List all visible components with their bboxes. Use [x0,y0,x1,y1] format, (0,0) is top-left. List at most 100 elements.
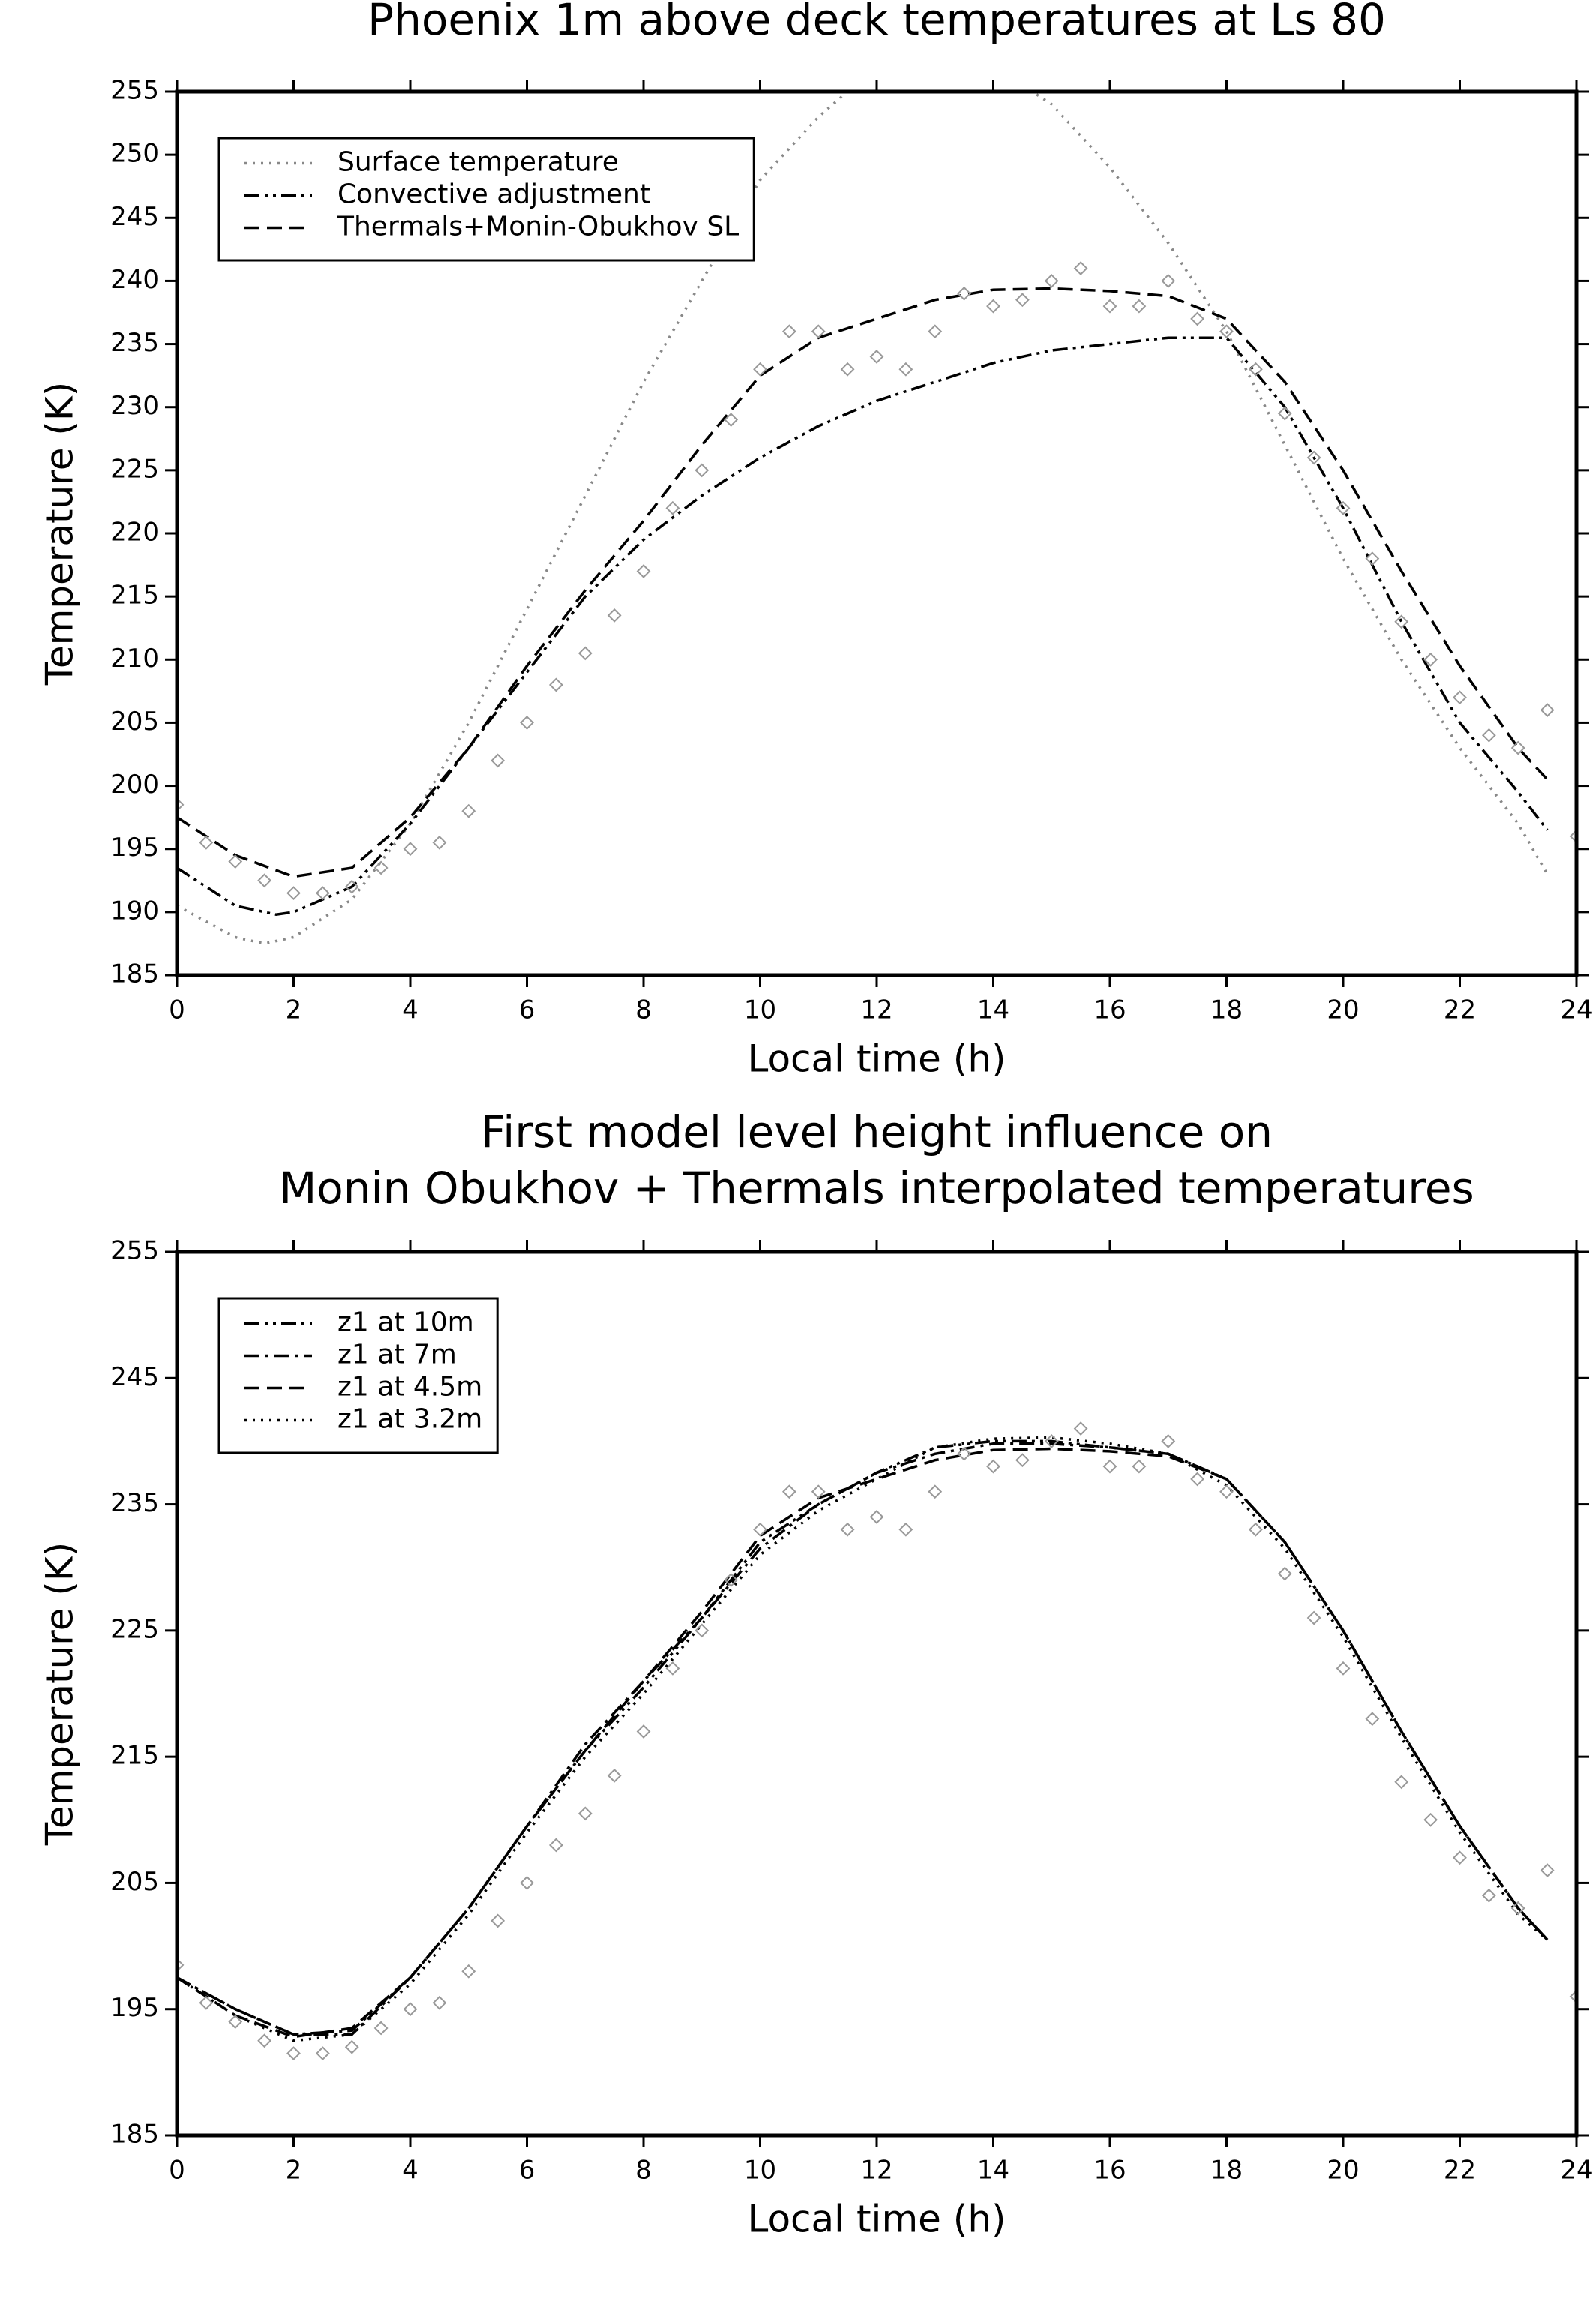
x-tick-label: 8 [635,2156,652,2186]
legend-label: z1 at 4.5m [338,1372,482,1403]
observation-point [1132,299,1147,314]
series-line [177,1447,1549,2039]
observation-point [1220,1484,1234,1499]
y-tick-label: 255 [110,1236,159,1266]
observation-point [1161,274,1176,288]
x-axis-label: Local time (h) [747,2198,1006,2241]
observation-point [694,1623,710,1638]
y-tick-label: 200 [110,770,159,800]
observation-point [490,753,506,768]
observation-point [869,349,884,364]
observation-point [665,1661,680,1676]
observation-point [1277,1566,1292,1581]
series-line [177,1436,1549,2042]
observation-point [1510,1901,1526,1916]
observation-point [1481,1888,1496,1903]
observation-point [199,835,214,850]
observation-point [1569,829,1576,844]
x-tick-label: 4 [402,995,418,1025]
y-tick-label: 225 [110,454,159,484]
observation-point [520,1876,534,1890]
observation-point [1190,1472,1205,1487]
x-tick-label: 2 [286,995,302,1025]
observation-point [1424,652,1438,667]
y-tick-label: 195 [110,1993,159,2023]
axes-frame [175,89,1579,977]
observation-point [694,463,710,478]
observation-point [1102,299,1118,314]
observation-point [1044,274,1059,288]
observation-point [957,1446,972,1461]
observation-point [1481,728,1496,743]
y-tick-label: 240 [110,265,159,295]
series-line [177,287,1549,878]
x-tick-label: 14 [977,2156,1010,2186]
x-tick-label: 22 [1444,995,1476,1025]
x-tick-label: 6 [519,995,536,1025]
y-axis-label: Temperature (K) [38,1542,82,1846]
observation-point [724,1573,739,1587]
observation-point [1306,1610,1322,1625]
observation-point [753,362,767,377]
x-tick-label: 18 [1210,995,1243,1025]
axes-frame [175,1250,1579,2138]
observation-point [1510,740,1526,755]
observation-point [1161,1434,1176,1448]
observation-point [520,716,534,730]
chart-title: First model level height influence on [481,1106,1273,1157]
observation-point [286,2046,301,2061]
observation-point [1073,1421,1088,1436]
observation-point [257,873,272,888]
observation-point [665,500,680,515]
observation-point [1365,551,1380,566]
x-tick-label: 16 [1094,995,1126,1025]
observation-point [177,797,184,812]
x-tick-label: 24 [1560,995,1592,1025]
x-tick-label: 6 [519,2156,536,2186]
x-tick-label: 10 [744,995,776,1025]
x-tick-label: 12 [860,995,892,1025]
y-tick-label: 225 [110,1614,159,1644]
observation-point [374,2021,388,2036]
x-tick-label: 18 [1210,2156,1243,2186]
observation-point [257,2033,272,2048]
legend-label: z1 at 3.2m [338,1404,482,1435]
legend-label: Convective adjustment [338,179,650,210]
x-tick-label: 0 [169,2156,185,2186]
observation-point [957,286,972,301]
y-tick-label: 215 [110,581,159,611]
observation-point [1102,1459,1118,1474]
y-tick-label: 250 [110,139,159,169]
observation-point [1248,362,1263,377]
observation-point [986,299,1000,314]
observation-point [753,1522,767,1537]
observation-point [811,324,826,339]
observation-point [724,413,739,427]
observation-point [840,362,855,377]
legend-label: z1 at 7m [338,1340,457,1370]
y-tick-label: 190 [110,896,159,926]
observation-point [403,842,418,857]
observation-point [490,1913,506,1928]
observation-point [607,608,622,623]
observation-point [898,362,914,377]
observation-point [228,2015,243,2029]
observation-point [578,1806,592,1821]
series-line [177,336,1549,916]
observation-point [811,1484,826,1499]
x-tick-label: 14 [977,995,1010,1025]
observation-point [177,1958,184,1973]
series-line [177,1442,1549,2036]
observation-point [1394,614,1409,629]
observation-point [461,1964,476,1979]
observation-point [1394,1775,1409,1790]
observation-point [1306,450,1322,465]
observation-point [1015,293,1030,308]
observation-point [1220,324,1234,339]
x-tick-label: 22 [1444,2156,1476,2186]
observation-point [1540,1863,1555,1878]
y-tick-label: 220 [110,518,159,548]
